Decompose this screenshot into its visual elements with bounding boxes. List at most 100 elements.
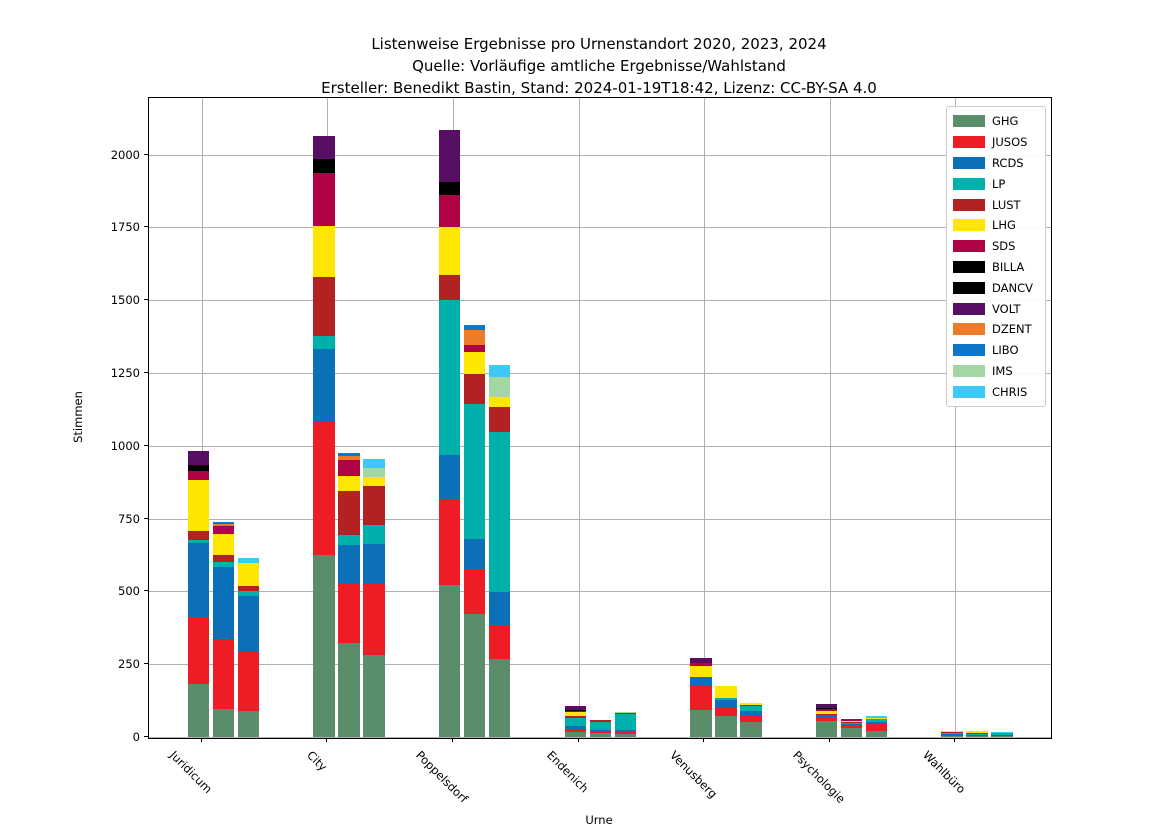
legend-label: LHG [992,218,1016,233]
chart-title-line3: Ersteller: Benedikt Bastin, Stand: 2024-… [321,79,877,97]
y-gridline [149,664,1051,666]
y-tick-label: 0 [132,730,140,744]
legend-item-DANCV: DANCV [953,277,1045,298]
bar-segment-LUST [815,713,838,715]
bar-segment-JUSOS [966,734,988,736]
bar-segment-LHG [966,731,988,733]
bar-segment-DANCV [313,158,335,166]
legend-label: BILLA [992,259,1025,274]
bar-segment-LUST [589,720,612,722]
bar-segment-LUST [488,407,511,433]
y-gridline [149,300,1051,302]
bar-segment-JUSOS [187,617,210,684]
bar-segment-BILLA [187,467,210,472]
bar-segment-LHG [488,397,511,408]
y-tick-label: 500 [118,584,140,599]
bar-segment-JUSOS [463,568,486,614]
bar-segment-GHG [187,683,210,737]
bar-segment-LIBO [338,453,360,456]
legend-label: IMS [992,363,1013,378]
bar-segment-LP [614,714,637,731]
legend-label: LUST [992,197,1021,212]
legend-swatch-GHG [953,115,985,128]
bar-segment-GHG [740,721,762,737]
x-tick-mark [954,738,956,742]
bar-segment-JUSOS [991,735,1013,737]
bar-segment-RCDS [589,729,612,732]
bar-segment-IMS [363,468,385,477]
bar-segment-JUSOS [313,421,335,555]
y-tick-mark [144,372,148,373]
bar-segment-DZENT [212,523,235,527]
bar-segment-GHG [966,735,988,737]
bar-segment-BILLA [313,165,335,173]
legend-item-LIBO: LIBO [953,340,1045,361]
bar-segment-RCDS [865,721,888,724]
y-gridline [149,227,1051,229]
bar-segment-RCDS [840,723,863,726]
bar-segment-SDS [815,709,838,712]
bar-segment-LUST [212,555,235,562]
chart-title-line2: Quelle: Vorläufige amtliche Ergebnisse/W… [412,57,786,75]
bar-segment-RCDS [488,591,511,625]
legend-swatch-DANCV [953,281,985,294]
bar-segment-BILLA [564,710,587,712]
legend-label: DZENT [992,322,1032,337]
bar-segment-JUSOS [212,638,235,709]
bar-segment-GHG [212,708,235,737]
bar-segment-LUST [438,275,461,301]
x-tick-label: City [303,748,330,774]
legend-label: CHRIS [992,384,1028,399]
legend-swatch-IMS [953,364,985,377]
y-tick-label: 1750 [110,220,140,235]
bar-segment-LHG [865,718,888,720]
bar-segment-RCDS [237,596,260,652]
legend-label: RCDS [992,155,1024,170]
bar-segment-LP [715,697,737,701]
x-axis-label: Urne [585,813,613,826]
bar-segment-DZENT [338,455,360,461]
bar-segment-SDS [690,662,712,666]
x-tick-label: Poppelsdorf [412,748,471,806]
bar-segment-JUSOS [815,717,838,722]
legend-label: JUSOS [992,135,1028,150]
y-tick-mark [144,663,148,665]
bar-segment-GHG [313,554,335,737]
x-tick-label: Venusberg [666,748,720,801]
bar-segment-SDS [187,471,210,481]
bar-segment-BILLA [815,708,838,710]
y-tick-label: 1500 [110,293,140,308]
bar-segment-LUST [338,490,360,536]
x-tick-label: Endenich [543,748,592,796]
bar-segment-VOLT [564,705,587,710]
bar-segment-JUSOS [614,731,637,735]
bar-segment-GHG [488,658,511,737]
legend-label: GHG [992,114,1019,129]
bar-segment-VOLT [690,658,712,663]
bar-segment-LHG [463,352,486,374]
bar-segment-RCDS [338,545,360,585]
bar-segment-LP [966,733,988,735]
bar-segment-VOLT [313,136,335,159]
bar-segment-GHG [438,585,461,737]
x-tick-mark [451,738,453,742]
bar-segment-SDS [313,172,335,227]
y-tick-label: 2000 [110,147,140,162]
bar-segment-LUST [740,704,762,707]
bar-segment-LHG [438,227,461,276]
y-tick-label: 750 [118,511,140,526]
bar-segment-LP [488,432,511,592]
bar-segment-LP [564,718,587,727]
bar-segment-RCDS [363,543,385,585]
bar-segment-LUST [363,485,385,526]
x-tick-mark [577,738,579,742]
legend-label: VOLT [992,301,1021,316]
bar-segment-JUSOS [941,734,963,736]
bar-segment-RCDS [614,730,637,732]
y-gridline [149,518,1051,520]
bar-segment-GHG [941,735,963,737]
bar-segment-GHG [865,731,888,737]
bar-segment-LUST [187,531,210,540]
bar-segment-CHRIS [237,557,260,563]
bar-segment-LP [237,591,260,597]
